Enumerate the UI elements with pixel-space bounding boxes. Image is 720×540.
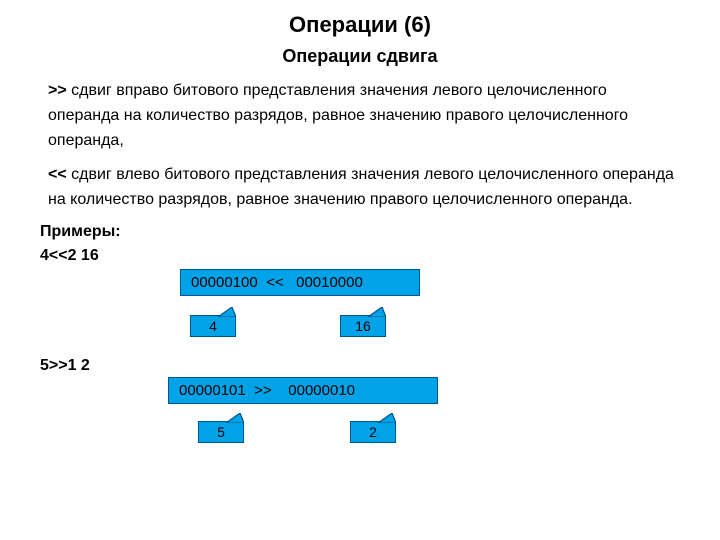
definition-shift-right: >> сдвиг вправо битового представления з… — [40, 79, 680, 153]
example-2-tag-right: 2 — [350, 421, 396, 443]
def-right-text: сдвиг вправо битового представления знач… — [48, 82, 628, 149]
op-symbol-right: >> — [48, 82, 67, 99]
example-1-tag-left: 4 — [190, 315, 236, 337]
callout-notch-icon — [368, 307, 386, 317]
callout-notch-icon — [218, 307, 236, 317]
example-2-bits-box: 00000101 >> 00000010 — [168, 377, 438, 404]
example-2-tag-left: 5 — [198, 421, 244, 443]
example-1-tag-right: 16 — [340, 315, 386, 337]
definition-shift-left: << сдвиг влево битового представления зн… — [40, 163, 680, 213]
example-1-expr: 4<<2 16 — [40, 247, 680, 265]
callout-notch-icon — [226, 413, 244, 423]
example-1-bits-box: 00000100 << 00010000 — [180, 269, 420, 296]
callout-notch-icon — [378, 413, 396, 423]
page-title: Операции (6) — [40, 12, 680, 38]
example-1-diagram: 00000100 << 00010000 4 16 — [40, 267, 680, 357]
example-2-expr: 5>>1 2 — [40, 357, 680, 375]
page-subtitle: Операции сдвига — [40, 46, 680, 67]
op-symbol-left: << — [48, 166, 67, 183]
example-2-diagram: 00000101 >> 00000010 5 2 — [40, 377, 680, 457]
examples-label: Примеры: — [40, 223, 680, 241]
def-left-text: сдвиг влево битового представления значе… — [48, 166, 674, 208]
